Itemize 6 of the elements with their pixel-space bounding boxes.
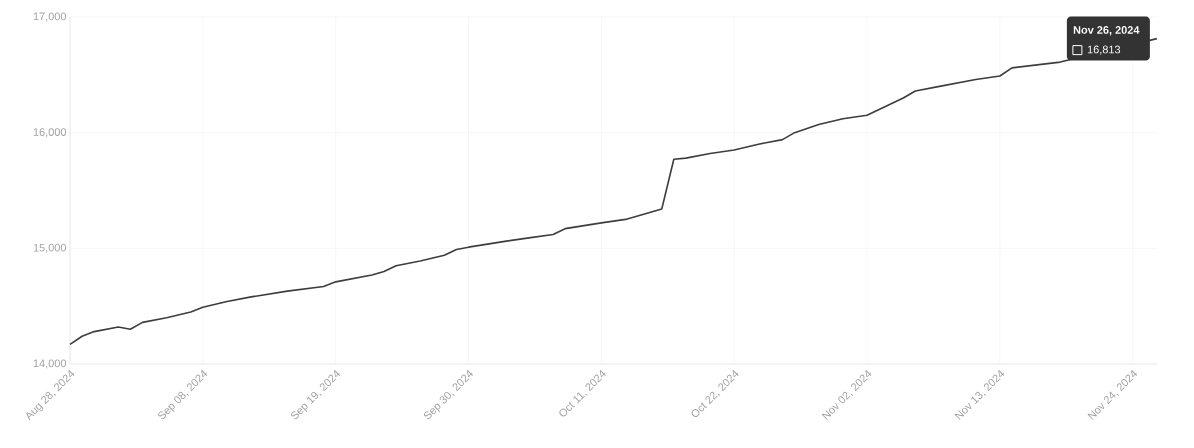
- y-tick-label: 17,000: [33, 12, 67, 22]
- y-tick-label: 15,000: [33, 243, 67, 253]
- y-tick-label: 16,000: [33, 128, 67, 138]
- y-tick-label: 14,000: [33, 359, 67, 369]
- annotation: 16,813: [1087, 45, 1121, 55]
- annotation: Nov 26, 2024: [1073, 26, 1140, 36]
